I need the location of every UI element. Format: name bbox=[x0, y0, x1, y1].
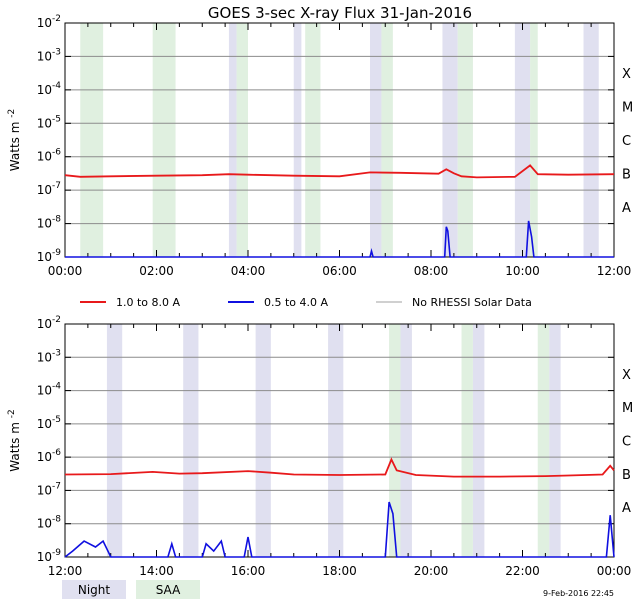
saa-band bbox=[537, 324, 550, 557]
footer-date: 9-Feb-2016 22:45 bbox=[543, 589, 614, 598]
flare-class-label: M bbox=[622, 401, 633, 416]
night-band bbox=[514, 23, 531, 257]
series-long-line bbox=[64, 164, 615, 179]
y-tick-label: 10-5 bbox=[37, 415, 61, 431]
y-tick-label: 10-6 bbox=[37, 148, 62, 164]
x-tick-label: 00:00 bbox=[48, 264, 83, 278]
legend-label: 1.0 to 8.0 A bbox=[116, 296, 181, 309]
flare-class-label: M bbox=[622, 101, 633, 116]
saa-band bbox=[461, 324, 473, 557]
saa-band bbox=[305, 23, 321, 257]
saa-band bbox=[389, 324, 401, 557]
y-tick-label: 10-9 bbox=[37, 548, 62, 564]
legend-label: 0.5 to 4.0 A bbox=[264, 296, 329, 309]
legend-band-swatch bbox=[62, 580, 126, 599]
y-tick-label: 10-2 bbox=[37, 14, 61, 30]
night-band bbox=[583, 23, 599, 257]
y-tick-label: 10-8 bbox=[37, 515, 62, 531]
y-tick-label: 10-4 bbox=[37, 81, 62, 97]
x-tick-label: 10:00 bbox=[505, 264, 540, 278]
night-band bbox=[228, 23, 237, 257]
saa-band bbox=[236, 23, 248, 257]
night-band bbox=[183, 324, 199, 557]
legend: 1.0 to 8.0 A 0.5 to 4.0 A No RHESSI Solar … bbox=[80, 296, 532, 309]
saa-band bbox=[457, 23, 473, 257]
y-tick-label: 10-2 bbox=[37, 315, 61, 331]
saa-band bbox=[381, 23, 393, 257]
x-tick-label: 00:00 bbox=[597, 564, 632, 578]
flare-class-label: B bbox=[622, 468, 631, 483]
legend-bands: Night SAA bbox=[62, 580, 200, 599]
x-tick-label: 06:00 bbox=[322, 264, 357, 278]
x-tick-label: 12:00 bbox=[597, 264, 632, 278]
flare-class-label: C bbox=[622, 134, 631, 149]
x-tick-label: 02:00 bbox=[139, 264, 174, 278]
saa-band bbox=[530, 23, 538, 257]
x-tick-label: 22:00 bbox=[505, 564, 540, 578]
night-band bbox=[370, 23, 382, 257]
night-band bbox=[442, 23, 458, 257]
legend-band-label: Night bbox=[78, 583, 111, 597]
x-tick-label: 20:00 bbox=[414, 564, 449, 578]
night-band bbox=[255, 324, 271, 557]
series-long-line bbox=[64, 457, 615, 478]
flare-class-label: B bbox=[622, 167, 631, 182]
saa-band bbox=[80, 23, 104, 257]
y-tick-label: 10-3 bbox=[37, 348, 61, 364]
flare-class-label: A bbox=[622, 201, 631, 216]
x-tick-label: 16:00 bbox=[231, 564, 266, 578]
saa-band bbox=[152, 23, 176, 257]
y-tick-label: 10-6 bbox=[37, 448, 62, 464]
legend-band-swatch bbox=[136, 580, 200, 599]
x-tick-label: 08:00 bbox=[414, 264, 449, 278]
x-tick-label: 12:00 bbox=[48, 564, 83, 578]
night-band bbox=[400, 324, 412, 557]
y-axis-label: Watts m -2 bbox=[7, 409, 22, 471]
y-tick-label: 10-4 bbox=[37, 382, 62, 398]
legend-band-label: SAA bbox=[156, 583, 181, 597]
y-tick-label: 10-7 bbox=[37, 181, 61, 197]
legend-label: No RHESSI Solar Data bbox=[412, 296, 532, 309]
x-tick-label: 14:00 bbox=[139, 564, 174, 578]
series-short-line bbox=[64, 501, 615, 558]
night-band bbox=[293, 23, 302, 257]
y-tick-label: 10-7 bbox=[37, 481, 61, 497]
flare-class-label: A bbox=[622, 501, 631, 516]
night-band bbox=[472, 324, 485, 557]
y-tick-label: 10-3 bbox=[37, 47, 61, 63]
chart-title: GOES 3-sec X-ray Flux 31-Jan-2016 bbox=[208, 4, 472, 22]
y-tick-label: 10-9 bbox=[37, 248, 62, 264]
x-tick-label: 04:00 bbox=[231, 264, 266, 278]
plot-top: 10-9 10-8 10-7 10-6 10-5 10-4 10-3 10-2 00:00 02:… bbox=[7, 14, 633, 278]
night-band bbox=[106, 324, 123, 557]
flare-class-label: X bbox=[622, 67, 631, 82]
series-short-line bbox=[65, 220, 614, 258]
x-tick-label: 18:00 bbox=[322, 564, 357, 578]
night-band bbox=[328, 324, 344, 557]
night-band bbox=[549, 324, 561, 557]
y-tick-label: 10-8 bbox=[37, 215, 62, 231]
flare-class-label: X bbox=[622, 368, 631, 383]
flare-class-label: C bbox=[622, 435, 631, 450]
plot-bottom: 10-9 10-8 10-7 10-6 10-5 10-4 10-3 10-2 12:00 14:… bbox=[7, 315, 633, 578]
y-tick-label: 10-5 bbox=[37, 114, 61, 130]
y-axis-label: Watts m -2 bbox=[7, 109, 22, 171]
